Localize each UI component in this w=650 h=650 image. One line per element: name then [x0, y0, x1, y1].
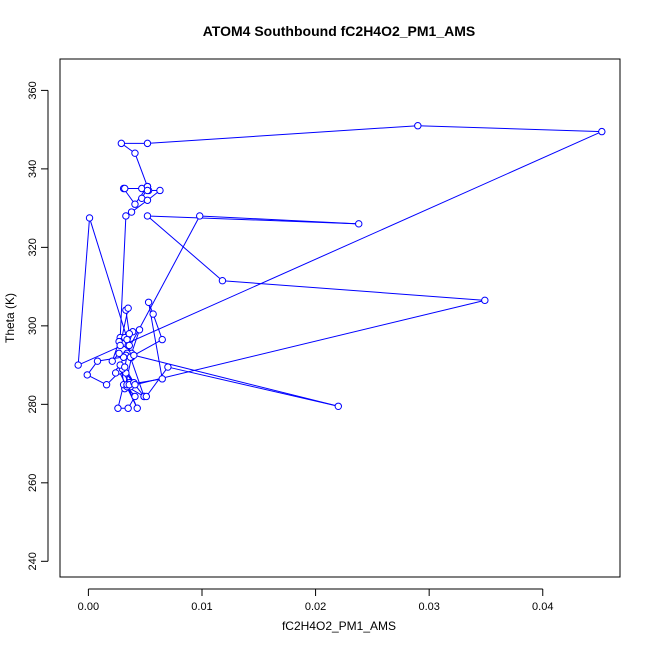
data-point	[131, 381, 139, 389]
series-line-segment	[77, 217, 91, 366]
data-point	[158, 375, 166, 383]
series-line-segment	[417, 125, 602, 133]
x-tick-label: 0.01	[191, 601, 212, 613]
series-line-segment	[145, 366, 169, 397]
x-axis-label: fC2H4O2_PM1_AMS	[282, 619, 396, 633]
data-point	[143, 186, 152, 195]
data-point	[117, 139, 126, 148]
y-tick-label: 280	[27, 395, 39, 413]
data-point	[142, 392, 151, 401]
data-point	[158, 335, 166, 344]
y-axis: 240 260 280 300 320 340 360	[27, 81, 49, 570]
data-point	[481, 296, 489, 305]
data-point	[130, 351, 138, 359]
data-point	[124, 304, 132, 312]
data-point	[125, 341, 133, 350]
series-line-segment	[167, 366, 339, 407]
y-tick-label: 360	[27, 81, 39, 99]
x-tick-label: 0.02	[305, 601, 326, 613]
series-line-segment	[134, 153, 148, 187]
series-line-segment	[147, 215, 223, 282]
data-point	[143, 212, 152, 220]
series-line-segment	[131, 329, 140, 354]
x-tick-label: 0.00	[78, 601, 99, 613]
x-tick-label: 0.04	[532, 601, 553, 613]
data-point	[122, 212, 130, 220]
data-point	[114, 404, 122, 412]
data-point	[131, 200, 139, 208]
series-line-segment	[147, 125, 418, 144]
data-points	[74, 122, 606, 412]
data-point	[108, 357, 116, 365]
data-point	[115, 349, 123, 358]
data-point	[355, 220, 363, 228]
series-line-segment	[147, 215, 359, 225]
y-axis-label: Theta (K)	[3, 293, 17, 343]
data-point	[156, 186, 164, 195]
data-point	[144, 298, 153, 307]
data-point	[143, 196, 152, 204]
y-tick-label: 300	[27, 317, 39, 335]
data-point	[121, 184, 129, 193]
data-point	[127, 208, 136, 216]
data-point	[133, 404, 141, 412]
series-line-segment	[152, 313, 163, 340]
y-tick-label: 260	[27, 474, 39, 492]
data-point	[93, 357, 102, 365]
data-point	[143, 139, 152, 148]
data-point	[111, 369, 120, 377]
y-tick-label: 340	[27, 160, 39, 178]
data-point	[131, 149, 139, 157]
data-point	[164, 363, 172, 371]
data-point	[135, 326, 144, 334]
data-point	[598, 127, 606, 136]
y-tick-label: 320	[27, 238, 39, 256]
data-point	[196, 212, 204, 220]
x-tick-label: 0.03	[418, 601, 439, 613]
series-lines	[77, 125, 603, 409]
data-point	[414, 122, 422, 130]
series-line-segment	[77, 131, 603, 366]
chart-title: ATOM4 Southbound fC2H4O2_PM1_AMS	[203, 23, 476, 39]
series-line-segment	[119, 215, 127, 338]
data-point	[121, 363, 129, 371]
series-line-segment	[89, 217, 130, 346]
data-point	[124, 404, 132, 412]
data-point	[102, 381, 111, 389]
data-point	[74, 361, 82, 369]
y-tick-label: 240	[27, 552, 39, 570]
data-point	[116, 341, 124, 350]
data-point	[334, 402, 342, 410]
data-point	[83, 371, 91, 379]
data-point	[131, 392, 139, 401]
series-line-segment	[134, 299, 485, 386]
x-axis: 0.00 0.01 0.02 0.03 0.04	[78, 588, 553, 613]
data-point	[149, 310, 157, 318]
data-point	[85, 214, 94, 222]
series-line-segment	[222, 280, 485, 301]
series-line-segment	[129, 357, 145, 397]
plot-frame	[59, 58, 621, 578]
data-point	[218, 277, 227, 285]
